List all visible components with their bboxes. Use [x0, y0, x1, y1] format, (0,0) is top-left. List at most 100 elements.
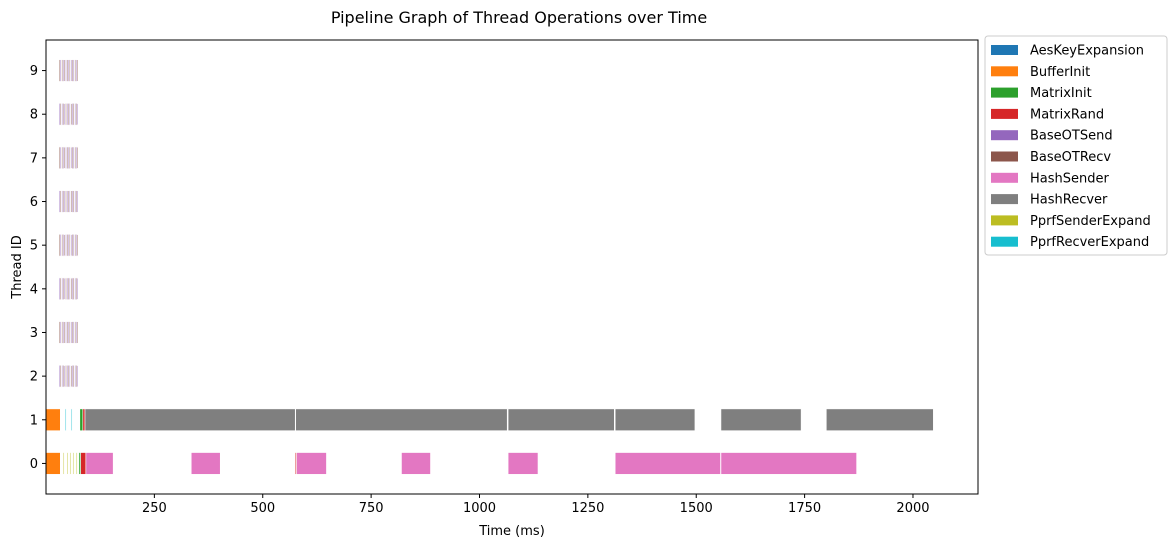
bar-baseotrecv-t3-strip8 — [69, 321, 71, 344]
bar-baseotsend-t4-strip12 — [74, 277, 76, 301]
bar-hashsender-t0-8 — [85, 452, 114, 475]
bar-baseotrecv-t9-strip6 — [66, 59, 69, 82]
legend: AesKeyExpansion BufferInit MatrixInit Matri… — [984, 35, 1168, 256]
y-tick-label-7: 7 — [30, 151, 38, 166]
bar-pprfsenderexpand-t0-5 — [76, 452, 78, 475]
bar-baseotrecv-t8-strip7 — [67, 102, 70, 126]
bar-baseotsend-t3-strip11 — [73, 321, 75, 344]
bar-baseotsend-t3-strip7 — [67, 321, 70, 344]
bar-pprfsenderexpand-t0-1 — [63, 452, 65, 475]
bar-baseotsend-t3-strip3 — [62, 321, 65, 344]
bar-baseotsend-t8-strip0 — [58, 102, 61, 126]
bar-baseotrecv-t7-strip8 — [69, 146, 71, 170]
plot-border — [45, 39, 979, 495]
bar-baseotsend-t2-strip2 — [61, 364, 63, 388]
y-tick-label-4: 4 — [30, 282, 38, 297]
bar-bufferinit-t0-0 — [45, 452, 61, 475]
x-axis-ticks: 250 500 750 1000 1250 1500 1750 2000 — [142, 494, 930, 516]
bar-baseotrecv-t3-strip4 — [63, 321, 66, 344]
legend-swatch-pprfsenderexpand — [991, 215, 1018, 226]
bar-baseotsend-t6-strip4 — [63, 190, 66, 213]
bar-baseotsend-t6-strip0 — [58, 190, 61, 213]
bar-baseotrecv-t8-strip11 — [73, 102, 75, 126]
bar-pprfsenderexpand-t0-4 — [72, 452, 75, 475]
bar-baseotsend-t2-strip10 — [71, 364, 74, 388]
bar-baseotrecv-t9-strip2 — [61, 59, 63, 82]
legend-frame — [984, 35, 1168, 256]
bar-baseotsend-t8-strip14 — [76, 102, 79, 126]
bar-baseotsend-t7-strip7 — [67, 146, 70, 170]
bar-baseotsend-t4-strip4 — [63, 277, 66, 301]
bar-baseotrecv-t9-strip10 — [71, 59, 74, 82]
bar-hashrecver-t1-22 — [295, 408, 508, 432]
bar-baseotrecv-t2-strip3 — [62, 364, 65, 388]
bar-baseotsend-t7-strip5 — [65, 146, 67, 170]
y-tick-label-6: 6 — [30, 195, 38, 210]
bar-baseotsend-t9-strip7 — [67, 59, 70, 82]
bar-baseotrecv-t3-strip6 — [66, 321, 69, 344]
legend-swatch-pprfrecverexpand — [991, 236, 1018, 247]
bar-hashsender-t0-12 — [401, 452, 431, 475]
bar-baseotsend-t4-strip6 — [66, 277, 69, 301]
bar-baseotsend-t2-strip6 — [66, 364, 69, 388]
bar-hashrecver-t1-26 — [825, 408, 934, 432]
bar-baseotrecv-t8-strip3 — [62, 102, 65, 126]
y-axis-ticks: 0 1 2 3 4 5 6 7 8 9 — [30, 64, 46, 472]
bar-baseotrecv-t5-strip10 — [71, 233, 74, 257]
x-tick-label-1000: 1000 — [463, 501, 496, 516]
legend-label-baseotrecv: BaseOTRecv — [1030, 150, 1111, 165]
bar-baseotrecv-t3-strip2 — [61, 321, 63, 344]
bar-baseotrecv-t3-strip10 — [71, 321, 74, 344]
bar-baseotrecv-t2-strip11 — [73, 364, 75, 388]
bar-baseotsend-t2-strip12 — [74, 364, 76, 388]
bar-baseotrecv-t6-strip9 — [70, 190, 73, 213]
bar-baseotrecv-t8-strip1 — [60, 102, 62, 126]
bar-baseotsend-t3-strip1 — [60, 321, 62, 344]
x-tick-label-1750: 1750 — [788, 501, 821, 516]
bar-baseotrecv-t5-strip8 — [69, 233, 71, 257]
x-axis-label: Time (ms) — [478, 524, 545, 539]
bar-matrixinit-t1-19 — [79, 408, 84, 432]
legend-swatch-aeskeyexpansion — [991, 45, 1018, 55]
bar-baseotrecv-t6-strip7 — [67, 190, 70, 213]
bar-baseotrecv-t3-strip12 — [74, 321, 76, 344]
legend-label-pprfrecverexpand: PprfRecverExpand — [1030, 235, 1149, 250]
bar-baseotsend-t7-strip11 — [73, 146, 75, 170]
bars-group — [45, 59, 934, 475]
bar-baseotrecv-t4-strip11 — [73, 277, 75, 301]
bar-baseotsend-t6-strip10 — [71, 190, 74, 213]
x-tick-label-1500: 1500 — [680, 501, 713, 516]
bar-baseotrecv-t8-strip5 — [65, 102, 67, 126]
bar-baseotsend-t8-strip10 — [71, 102, 74, 126]
legend-label-matrixrand: MatrixRand — [1030, 107, 1104, 122]
bar-baseotsend-t4-strip14 — [76, 277, 79, 301]
legend-swatch-matrixinit — [991, 87, 1018, 98]
bar-baseotrecv-t5-strip6 — [66, 233, 69, 257]
y-tick-label-8: 8 — [30, 108, 38, 123]
bar-baseotsend-t6-strip6 — [66, 190, 69, 213]
bar-baseotsend-t7-strip9 — [70, 146, 73, 170]
bar-baseotrecv-t9-strip12 — [74, 59, 76, 82]
bar-pprfsenderexpand-t0-2 — [66, 452, 69, 475]
bar-baseotrecv-t6-strip3 — [62, 190, 65, 213]
bar-baseotsend-t6-strip2 — [61, 190, 63, 213]
x-tick-label-1250: 1250 — [571, 501, 604, 516]
bar-pprfrecverexpand-t1-17 — [64, 408, 67, 432]
bar-baseotsend-t8-strip6 — [66, 102, 69, 126]
bar-baseotsend-t6-strip8 — [69, 190, 71, 213]
x-tick-label-500: 500 — [250, 501, 275, 516]
x-tick-label-750: 750 — [359, 501, 384, 516]
bar-baseotrecv-t3-strip0 — [58, 321, 61, 344]
bar-baseotsend-t2-strip0 — [58, 364, 61, 388]
bar-bufferinit-t1-16 — [45, 408, 61, 432]
bar-baseotrecv-t8-strip9 — [70, 102, 73, 126]
legend-label-bufferinit: BufferInit — [1030, 65, 1090, 80]
bar-matrixrand-t0-7 — [80, 452, 87, 475]
y-tick-label-1: 1 — [30, 413, 38, 428]
bar-baseotrecv-t3-strip14 — [76, 321, 79, 344]
bar-baseotsend-t2-strip4 — [63, 364, 66, 388]
legend-swatch-baseotsend — [991, 130, 1018, 141]
legend-swatch-bufferinit — [991, 66, 1018, 77]
y-tick-label-9: 9 — [30, 64, 38, 79]
